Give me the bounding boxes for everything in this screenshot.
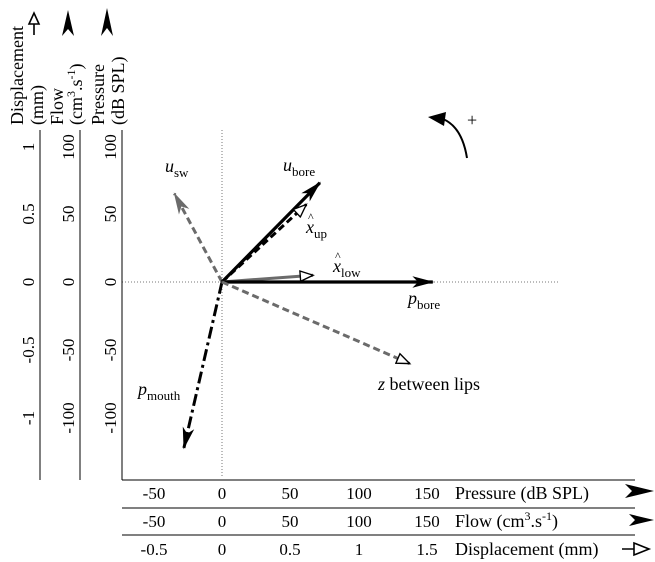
axis-title-left-pressure-line2: (dB SPL) <box>108 56 129 125</box>
legend-pressure-bottom-arrow-icon <box>625 484 654 498</box>
tick-bottom-flow-1: 0 <box>218 512 227 531</box>
vector-u-sw <box>173 192 224 283</box>
vector-label-u-sw: usw <box>165 156 189 180</box>
tick-bottom-flow-0: -50 <box>143 512 166 531</box>
tick-bottom-pressure-4: 150 <box>414 484 440 503</box>
rotation-arc-icon <box>442 118 468 159</box>
vector-label-u-bore: ubore <box>283 155 315 179</box>
tick-bottom-displacement-0: -0.5 <box>141 540 168 559</box>
tick-bottom-pressure-2: 50 <box>282 484 299 503</box>
tick-left-pressure-3: -50 <box>101 339 120 362</box>
vector-label-x-low: xlow <box>332 256 361 280</box>
tick-left-flow-2: 0 <box>59 278 78 287</box>
ticks-bottom-displacement: -0.5 0 0.5 1 1.5 <box>141 540 438 559</box>
axis-title-left-displacement: Displacement (mm) <box>7 26 48 125</box>
rotation-sign: + <box>467 110 477 130</box>
tick-left-pressure-2: 0 <box>101 278 120 287</box>
ticks-bottom-pressure: -50 0 50 100 150 <box>143 484 440 503</box>
rotation-arrowhead-icon <box>428 112 446 126</box>
axis-title-left-flow-line1: Flow <box>47 88 67 125</box>
tick-left-displacement-1: 0.5 <box>19 203 38 224</box>
ticks-left-displacement: 1 0.5 0 -0.5 -1 <box>19 143 38 425</box>
axis-title-left-pressure-line1: Pressure <box>88 64 108 125</box>
tick-bottom-pressure-1: 0 <box>218 484 227 503</box>
ticks-left-flow: 100 50 0 -50 -100 <box>59 134 78 433</box>
tick-left-pressure-0: 100 <box>101 134 120 160</box>
legend-flow-arrow-icon <box>62 10 74 36</box>
tick-left-flow-4: -100 <box>59 402 78 433</box>
tick-left-flow-1: 50 <box>59 206 78 223</box>
tick-bottom-displacement-1: 0 <box>218 540 227 559</box>
axis-title-left-displacement-line2: (mm) <box>27 85 48 125</box>
tick-left-flow-3: -50 <box>59 339 78 362</box>
axis-title-left-flow: Flow (cm3.s-1) <box>47 64 87 126</box>
legend-displacement-open-arrow-icon <box>27 11 41 35</box>
axis-title-left-pressure: Pressure (dB SPL) <box>88 56 129 125</box>
tick-left-pressure-1: 50 <box>101 206 120 223</box>
ticks-bottom-flow: -50 0 50 100 150 <box>143 512 440 531</box>
vector-label-z-between-lips: z between lips <box>377 374 480 394</box>
vector-p-mouth <box>182 281 224 450</box>
tick-bottom-pressure-0: -50 <box>143 484 166 503</box>
vector-z-between-lips <box>221 280 410 365</box>
ticks-left-pressure: 100 50 0 -50 -100 <box>101 134 120 433</box>
axis-title-bottom-displacement: Displacement (mm) <box>455 539 598 560</box>
tick-left-displacement-4: -1 <box>19 411 38 425</box>
axis-title-left-flow-line2: (cm3.s-1) <box>64 64 87 126</box>
vector-hat-x-up: ^ <box>308 210 314 224</box>
tick-left-displacement-2: 0 <box>19 278 38 287</box>
vector-label-x-up: xup <box>305 217 327 241</box>
tick-bottom-flow-2: 50 <box>282 512 299 531</box>
axis-title-bottom-pressure: Pressure (dB SPL) <box>455 483 589 504</box>
axis-title-left-displacement-line1: Displacement <box>7 26 27 125</box>
tick-left-flow-0: 100 <box>59 134 78 160</box>
legend-displacement-bottom-open-arrow-icon <box>622 541 652 557</box>
axis-title-bottom-flow: Flow (cm3.s-1) <box>455 509 558 532</box>
legend-flow-bottom-arrow-icon <box>629 514 654 526</box>
tick-left-displacement-3: -0.5 <box>19 337 38 364</box>
tick-bottom-flow-4: 150 <box>414 512 440 531</box>
tick-left-displacement-0: 1 <box>19 143 38 152</box>
tick-bottom-flow-3: 100 <box>346 512 372 531</box>
tick-bottom-displacement-2: 0.5 <box>279 540 300 559</box>
tick-left-pressure-4: -100 <box>101 402 120 433</box>
vector-label-p-mouth: pmouth <box>136 379 181 403</box>
tick-bottom-displacement-4: 1.5 <box>416 540 437 559</box>
tick-bottom-pressure-3: 100 <box>346 484 372 503</box>
vector-hat-x-low: ^ <box>335 249 341 263</box>
vector-label-p-bore: pbore <box>406 288 440 312</box>
legend-pressure-arrow-icon <box>101 8 113 36</box>
vector-x-up <box>220 205 306 284</box>
tick-bottom-displacement-3: 1 <box>355 540 364 559</box>
